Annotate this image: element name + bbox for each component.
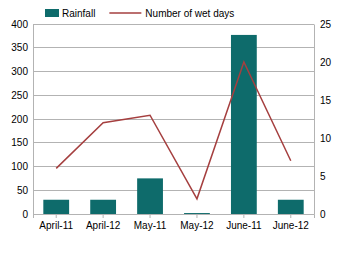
tick-label: April-12 — [86, 220, 121, 231]
grid-line — [33, 190, 314, 191]
grid-line — [33, 47, 314, 48]
grid-line — [33, 24, 314, 25]
tick-label: 200 — [11, 114, 28, 125]
tick-label: May-11 — [134, 220, 167, 231]
tick-mark — [56, 214, 57, 218]
tick-label: 0 — [320, 209, 326, 220]
tick: 100 — [11, 161, 33, 172]
plot-marks — [43, 35, 303, 214]
bar — [137, 178, 163, 214]
tick-label: 20 — [320, 57, 332, 68]
tick-label: 150 — [11, 137, 28, 148]
tick-label: 350 — [11, 42, 28, 53]
tick-label: 5 — [320, 171, 326, 182]
tick-mark — [290, 214, 291, 218]
tick-label: June-12 — [273, 220, 310, 231]
tick-label: 100 — [11, 161, 28, 172]
bar — [43, 200, 69, 214]
tick: 5 — [314, 171, 326, 182]
tick: 350 — [11, 42, 33, 53]
tick: 250 — [11, 90, 33, 101]
legend-label: Rainfall — [62, 8, 95, 19]
x-axis: April-11 April-12 May-11 May-12 June-11 June-… — [34, 214, 315, 231]
tick: 10 — [314, 133, 332, 144]
tick-label: 400 — [11, 19, 28, 30]
tick-label: May-12 — [180, 220, 214, 231]
tick-label: 10 — [320, 133, 332, 144]
tick-label: 0 — [22, 209, 28, 220]
tick: 20 — [314, 57, 332, 68]
tick: 200 — [11, 114, 33, 125]
tick: 400 — [11, 19, 33, 30]
tick-label: 25 — [320, 19, 332, 30]
tick: 0 — [22, 209, 33, 220]
legend-swatch — [45, 9, 59, 17]
tick-label: 50 — [17, 185, 29, 196]
tick: 150 — [11, 137, 33, 148]
chart: 0 50 100 150 200 250 300 350 400 0 5 10 15 20 25 April-… — [0, 0, 351, 255]
tick: June-12 — [273, 214, 310, 231]
legend-swatch — [109, 12, 141, 14]
tick: 0 — [314, 209, 326, 220]
tick-label: 15 — [320, 95, 332, 106]
grid-line — [33, 166, 314, 167]
bar — [278, 200, 304, 214]
axis-line — [33, 25, 34, 215]
y-axis: 0 50 100 150 200 250 300 350 400 — [11, 19, 33, 220]
tick-label: June-11 — [226, 220, 262, 231]
tick-label: 300 — [11, 66, 28, 77]
axis-line — [34, 215, 315, 219]
legend: Rainfall Number of wet days — [45, 8, 234, 19]
tick: June-11 — [226, 214, 262, 231]
tick-mark — [150, 214, 151, 218]
tick: 300 — [11, 66, 33, 77]
tick-mark — [103, 214, 104, 218]
tick: April-11 — [39, 214, 73, 231]
tick: 25 — [314, 19, 332, 30]
legend-item: Rainfall — [45, 8, 95, 19]
grid — [33, 24, 314, 214]
tick: May-11 — [134, 214, 167, 231]
grid-line — [33, 142, 314, 143]
axis-line — [314, 25, 315, 215]
grid-line — [33, 95, 314, 96]
legend-label: Number of wet days — [145, 8, 234, 19]
y2-axis: 0 5 10 15 20 25 — [314, 19, 332, 220]
tick: May-12 — [180, 214, 214, 231]
bar — [90, 200, 116, 214]
tick-label: 250 — [11, 90, 28, 101]
line — [56, 62, 291, 199]
tick: 15 — [314, 95, 332, 106]
legend-item: Number of wet days — [109, 8, 234, 19]
tick-mark — [196, 214, 197, 218]
tick: April-12 — [86, 214, 121, 231]
tick-mark — [243, 214, 244, 218]
tick: 50 — [17, 185, 33, 196]
tick-label: April-11 — [39, 220, 73, 231]
bar — [184, 213, 210, 214]
chart-container: 0 50 100 150 200 250 300 350 400 0 5 10 15 20 25 April-… — [0, 0, 351, 255]
grid-line — [33, 71, 314, 72]
